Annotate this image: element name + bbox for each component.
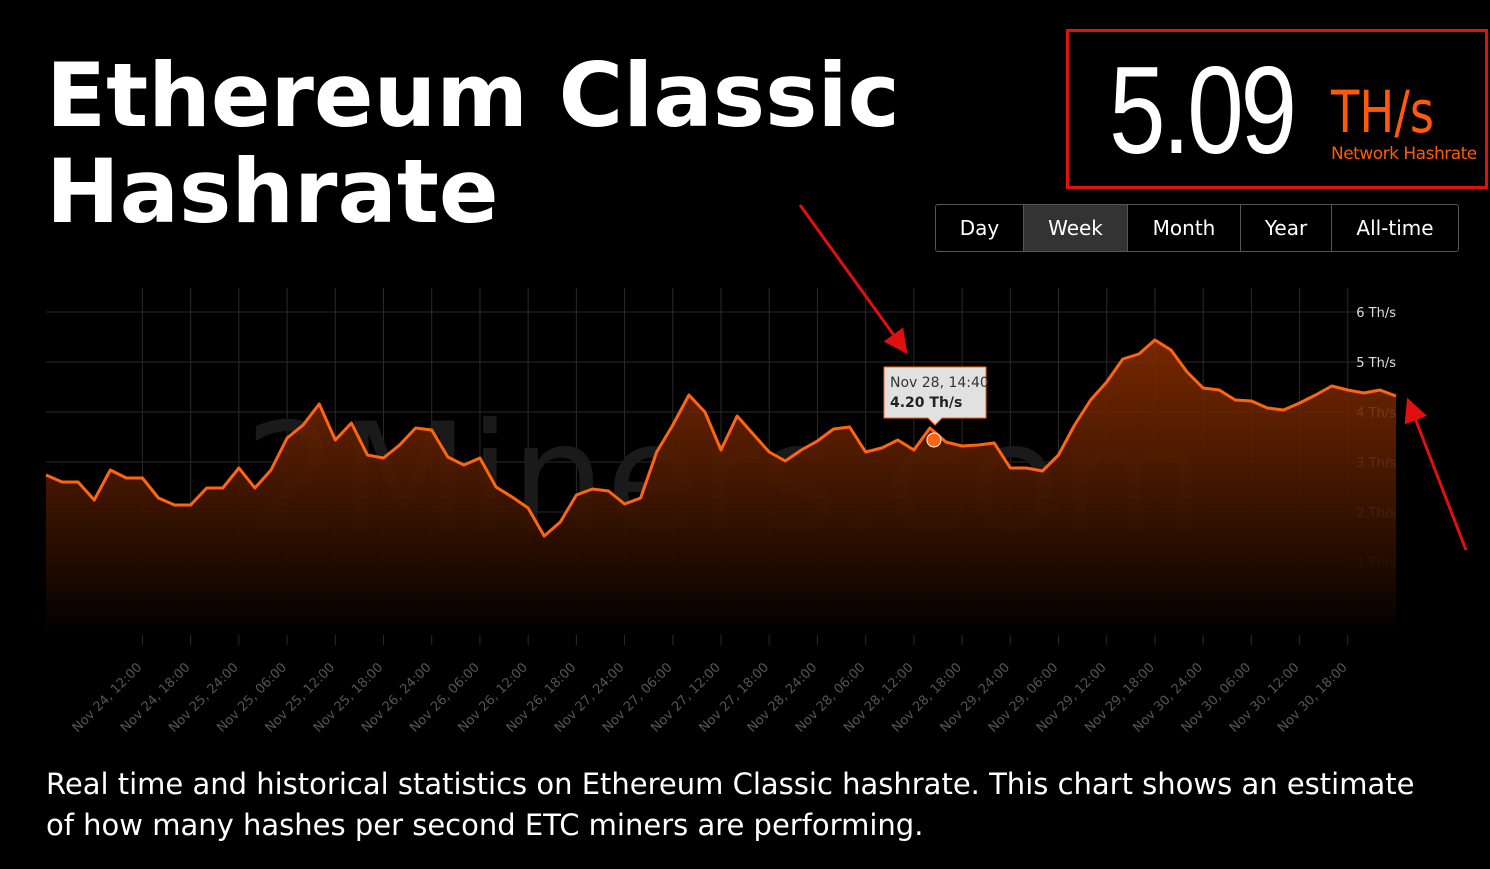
description: Real time and historical statistics on E… [46, 767, 1415, 842]
tooltip-value: 4.20 Th/s [890, 395, 962, 411]
tooltip-box [883, 366, 987, 426]
range-tab[interactable]: Day [936, 205, 1024, 251]
stat-box: 5.09 TH/s Network Hashrate [1066, 29, 1488, 189]
range-tab[interactable]: Month [1128, 205, 1241, 251]
range-tab[interactable]: Week [1024, 205, 1128, 251]
range-tab[interactable]: Year [1241, 205, 1332, 251]
series-line [45, 338, 1397, 538]
stat-value: 5.09 [1109, 42, 1297, 180]
y-tick-label: 6 Th/s [1356, 306, 1396, 321]
page-title: Ethereum Classic Hashrate [46, 44, 900, 243]
tooltip-date: Nov 28, 14:40 [890, 375, 989, 391]
stat-label: Network Hashrate [1331, 144, 1477, 164]
range-tab[interactable]: All-time [1356, 216, 1434, 240]
area-fill [46, 340, 1396, 635]
range-tabs: Day Week Month Year All-time [935, 204, 1459, 252]
annotation-arrow [1404, 397, 1468, 551]
tooltip-marker [926, 432, 942, 448]
stat-unit: TH/s [1331, 78, 1435, 146]
y-tick-label: 5 Th/s [1356, 356, 1396, 371]
annotation-arrow [798, 204, 908, 354]
